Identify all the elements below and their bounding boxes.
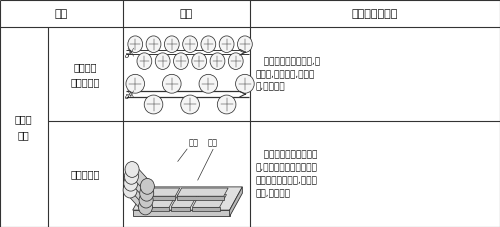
Polygon shape [171,207,190,211]
Polygon shape [171,195,198,207]
Ellipse shape [238,36,252,52]
Ellipse shape [140,178,154,194]
Text: 工件: 工件 [189,138,199,147]
Text: δ: δ [125,53,129,59]
Ellipse shape [210,53,225,69]
Text: 大薄板与
中厚板矫平: 大薄板与 中厚板矫平 [70,62,100,87]
Text: 方法: 方法 [54,9,68,19]
Ellipse shape [124,168,138,184]
Ellipse shape [181,95,200,114]
Polygon shape [125,170,154,186]
Ellipse shape [124,175,138,191]
Ellipse shape [140,185,153,201]
Ellipse shape [192,53,206,69]
Ellipse shape [146,36,161,52]
Ellipse shape [125,162,139,177]
Ellipse shape [228,53,243,69]
Ellipse shape [162,74,181,93]
Text: 适用范围与说明: 适用范围与说明 [352,9,398,19]
Polygon shape [132,187,242,210]
Ellipse shape [164,36,179,52]
Ellipse shape [128,36,142,52]
Polygon shape [192,195,226,207]
Ellipse shape [201,36,216,52]
Ellipse shape [218,95,236,114]
Polygon shape [124,183,153,200]
Ellipse shape [126,74,144,93]
Ellipse shape [123,182,137,198]
Text: 小块板矫平: 小块板矫平 [70,169,100,179]
Ellipse shape [219,36,234,52]
Polygon shape [177,196,224,200]
Text: 矫平机
矫正: 矫平机 矫正 [15,114,32,140]
Polygon shape [148,188,180,196]
Polygon shape [123,190,152,207]
Polygon shape [132,210,230,217]
Ellipse shape [156,53,170,69]
Text: δ: δ [125,94,129,100]
Ellipse shape [199,74,218,93]
Polygon shape [148,196,175,200]
Polygon shape [177,188,228,196]
Text: 矫正板厚相同的小块板
料,可放在一块大面积的厚
板上同时滚压多次,并翻转
工件,直至矫平: 矫正板厚相同的小块板 料,可放在一块大面积的厚 板上同时滚压多次,并翻转 工件,… [255,151,318,198]
Ellipse shape [144,95,163,114]
Ellipse shape [174,53,188,69]
Polygon shape [124,176,154,193]
Ellipse shape [236,74,254,93]
Ellipse shape [138,199,152,215]
Polygon shape [192,207,220,211]
Ellipse shape [137,53,152,69]
Polygon shape [142,195,176,207]
Polygon shape [230,187,242,217]
Text: 平板: 平板 [208,138,218,147]
Text: 图示: 图示 [180,9,193,19]
Ellipse shape [139,192,153,208]
Text: 用矫平机矫正板料时,厚
板辊少,薄板辊多,上辊双
数,下辊单数: 用矫平机矫正板料时,厚 板辊少,薄板辊多,上辊双 数,下辊单数 [255,57,320,92]
Ellipse shape [182,36,198,52]
Polygon shape [142,207,169,211]
